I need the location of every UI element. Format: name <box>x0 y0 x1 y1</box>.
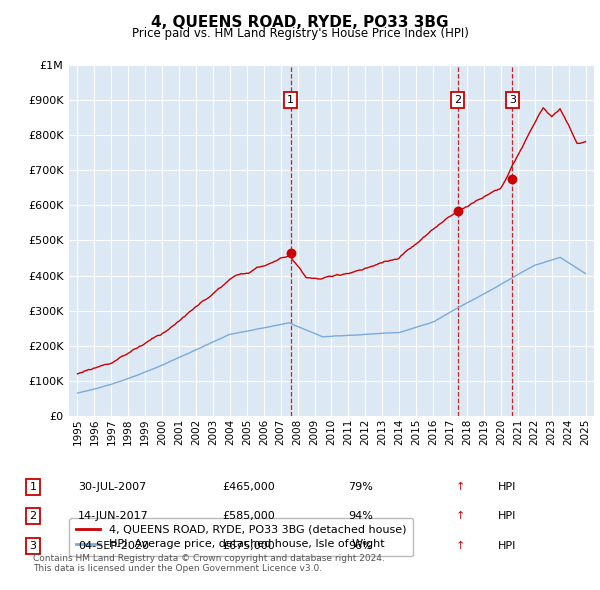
Text: HPI: HPI <box>498 541 517 550</box>
Text: 4, QUEENS ROAD, RYDE, PO33 3BG: 4, QUEENS ROAD, RYDE, PO33 3BG <box>151 15 449 30</box>
Text: 14-JUN-2017: 14-JUN-2017 <box>78 512 149 521</box>
Text: 3: 3 <box>29 541 37 550</box>
Legend: 4, QUEENS ROAD, RYDE, PO33 3BG (detached house), HPI: Average price, detached ho: 4, QUEENS ROAD, RYDE, PO33 3BG (detached… <box>70 518 413 556</box>
Text: £585,000: £585,000 <box>222 512 275 521</box>
Point <box>286 248 295 257</box>
Text: 1: 1 <box>29 482 37 491</box>
Text: £675,000: £675,000 <box>222 541 275 550</box>
Text: Price paid vs. HM Land Registry's House Price Index (HPI): Price paid vs. HM Land Registry's House … <box>131 27 469 40</box>
Text: ↑: ↑ <box>456 512 466 521</box>
Text: Contains HM Land Registry data © Crown copyright and database right 2024.
This d: Contains HM Land Registry data © Crown c… <box>33 554 385 573</box>
Text: 04-SEP-2020: 04-SEP-2020 <box>78 541 149 550</box>
Text: ↑: ↑ <box>456 482 466 491</box>
Text: 79%: 79% <box>348 482 373 491</box>
Text: 2: 2 <box>454 95 461 105</box>
Text: ↑: ↑ <box>456 541 466 550</box>
Text: 94%: 94% <box>348 512 373 521</box>
Text: HPI: HPI <box>498 512 517 521</box>
Text: £465,000: £465,000 <box>222 482 275 491</box>
Text: 1: 1 <box>287 95 294 105</box>
Text: 30-JUL-2007: 30-JUL-2007 <box>78 482 146 491</box>
Point <box>508 174 517 183</box>
Text: 2: 2 <box>29 512 37 521</box>
Text: 96%: 96% <box>348 541 373 550</box>
Point <box>453 206 463 215</box>
Text: HPI: HPI <box>498 482 517 491</box>
Text: 3: 3 <box>509 95 516 105</box>
